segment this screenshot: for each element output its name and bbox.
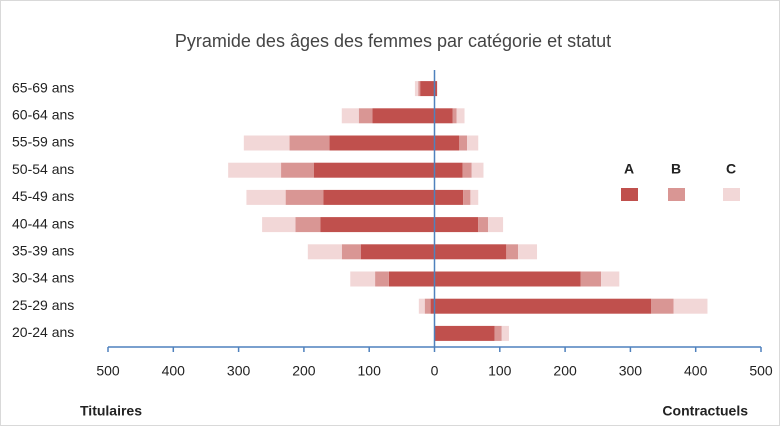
y-tick-label: 65-69 ans: [12, 79, 74, 95]
bar-segment: [341, 108, 359, 124]
bar-segment: [452, 108, 457, 124]
y-tick-label: 35-39 ans: [12, 243, 74, 259]
y-tick-label: 25-29 ans: [12, 297, 74, 313]
x-tick-label: 200: [292, 363, 316, 379]
x-tick-label: 100: [358, 363, 382, 379]
bar-segment: [463, 189, 471, 205]
y-tick-label: 40-44 ans: [12, 215, 74, 231]
legend-label: C: [726, 161, 736, 177]
bar-segment: [506, 244, 519, 260]
bar-segment: [434, 108, 453, 124]
x-tick-label: 400: [684, 363, 708, 379]
legend-swatch: [723, 188, 740, 201]
bar-segment: [434, 189, 464, 205]
bar-segment: [289, 135, 330, 151]
bar-segment: [434, 162, 463, 178]
bar-segment: [341, 244, 361, 260]
bar-segment: [434, 135, 460, 151]
legend-swatch: [621, 188, 638, 201]
y-tick-label: 60-64 ans: [12, 107, 74, 123]
bar-segment: [420, 81, 435, 97]
bar-segment: [418, 298, 425, 314]
bar-segment: [414, 81, 419, 97]
bar-segment: [434, 217, 479, 233]
bar-segment: [430, 298, 435, 314]
bar-segment: [456, 108, 465, 124]
bar-segment: [424, 298, 431, 314]
x-tick-label: 200: [553, 363, 577, 379]
bar-segment: [313, 162, 435, 178]
bar-segment: [434, 298, 652, 314]
x-tick-label: 300: [619, 363, 643, 379]
bar-segment: [372, 108, 435, 124]
y-tick-label: 55-59 ans: [12, 134, 74, 150]
bar-segment: [329, 135, 435, 151]
bar-segment: [228, 162, 282, 178]
bar-segment: [320, 217, 435, 233]
y-tick-label: 50-54 ans: [12, 161, 74, 177]
bar-segment: [350, 271, 376, 287]
legend-label: A: [624, 161, 634, 177]
bar-segment: [471, 162, 484, 178]
x-tick-label: 0: [431, 363, 439, 379]
bar-segment: [651, 298, 674, 314]
bar-segment: [459, 135, 468, 151]
bar-segment: [518, 244, 538, 260]
bar-segment: [262, 217, 296, 233]
chart-title: Pyramide des âges des femmes par catégor…: [175, 31, 611, 51]
x-tick-label: 500: [96, 363, 120, 379]
bar-segment: [494, 325, 502, 341]
x-tick-label: 100: [488, 363, 512, 379]
right-label: Contractuels: [662, 403, 748, 419]
x-tick-label: 500: [749, 363, 773, 379]
y-tick-label: 30-34 ans: [12, 270, 74, 286]
bar-segment: [281, 162, 314, 178]
legend-swatch: [668, 188, 685, 201]
bar-segment: [467, 135, 479, 151]
bar-segment: [501, 325, 509, 341]
x-tick-label: 400: [162, 363, 186, 379]
y-tick-label: 45-49 ans: [12, 188, 74, 204]
bar-segment: [434, 81, 438, 97]
bar-segment: [323, 189, 435, 205]
bar-segment: [285, 189, 324, 205]
bar-segment: [388, 271, 435, 287]
legend-label: B: [671, 161, 681, 177]
bar-segment: [434, 271, 581, 287]
bar-segment: [478, 217, 489, 233]
left-label: Titulaires: [80, 403, 142, 419]
bar-segment: [601, 271, 620, 287]
bar-segment: [462, 162, 472, 178]
bar-segment: [434, 244, 507, 260]
bar-segment: [375, 271, 389, 287]
bar-segment: [488, 217, 504, 233]
bar-segment: [434, 325, 495, 341]
bar-segment: [360, 244, 435, 260]
x-tick-label: 300: [227, 363, 251, 379]
bar-segment: [580, 271, 602, 287]
bar-segment: [358, 108, 373, 124]
bar-segment: [307, 244, 342, 260]
y-tick-label: 20-24 ans: [12, 324, 74, 340]
bar-segment: [243, 135, 290, 151]
bar-segment: [246, 189, 286, 205]
bar-segment: [470, 189, 479, 205]
bar-segment: [295, 217, 321, 233]
bar-segment: [673, 298, 708, 314]
bar-segment: [418, 81, 421, 97]
